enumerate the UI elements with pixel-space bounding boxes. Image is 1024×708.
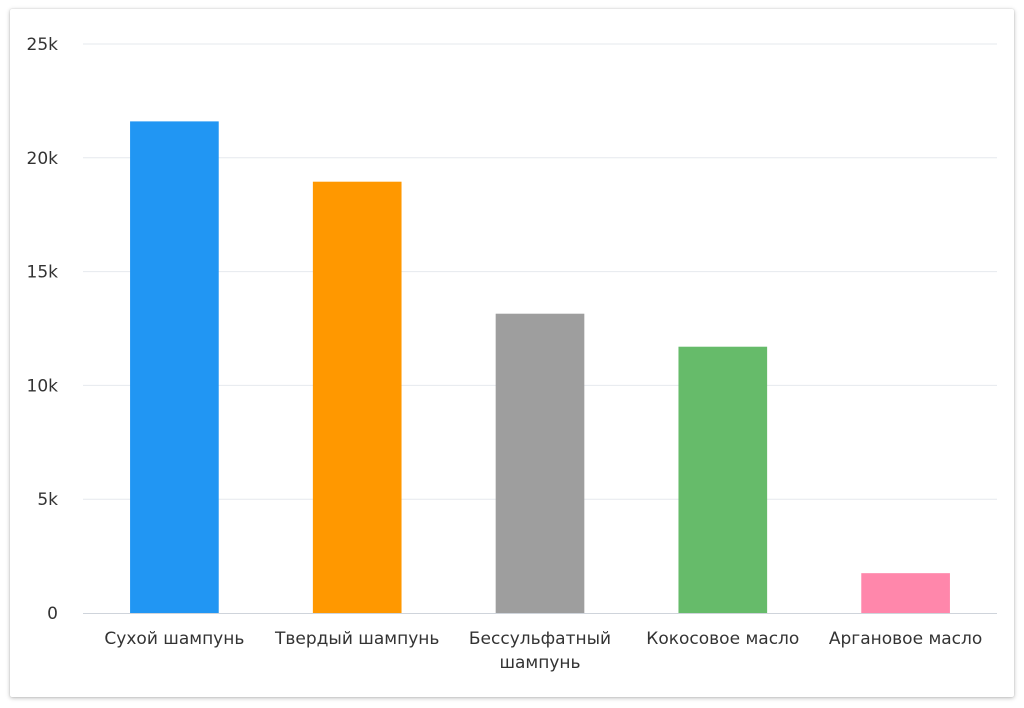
x-tick-label: Твердый шампунь: [274, 629, 439, 649]
x-tick-label-line: Сухой шампунь: [104, 629, 244, 649]
y-tick-labels: 0 5k 10k 15k 20k 25k: [27, 35, 59, 624]
x-tick-label-line: шампунь: [499, 653, 580, 673]
x-tick-label: Сухой шампунь: [104, 629, 244, 649]
x-tick-label: Бессульфатный шампунь: [469, 629, 611, 673]
y-tick-label: 10k: [27, 376, 59, 396]
x-tick-label-line: Аргановое масло: [829, 629, 982, 649]
y-tick-label: 5k: [37, 490, 58, 510]
bar[interactable]: [678, 346, 768, 613]
bar[interactable]: [495, 313, 585, 613]
x-tick-label: Кокосовое масло: [646, 629, 799, 649]
bar[interactable]: [861, 573, 950, 613]
x-tick-label-line: Кокосовое масло: [646, 629, 799, 649]
x-tick-label-line: Твердый шампунь: [274, 629, 439, 649]
y-tick-label: 15k: [27, 263, 59, 283]
y-tick-label: 20k: [27, 149, 59, 169]
x-tick-labels: Сухой шампунь Твердый шампунь Бессульфатны…: [104, 629, 982, 673]
bars: [130, 121, 950, 613]
x-tick-label-line: Бессульфатный: [469, 629, 611, 649]
x-tick-label: Аргановое масло: [829, 629, 982, 649]
bar[interactable]: [312, 181, 402, 613]
bar[interactable]: [130, 121, 219, 613]
y-tick-label: 25k: [27, 35, 59, 55]
y-tick-label: 0: [47, 604, 58, 624]
